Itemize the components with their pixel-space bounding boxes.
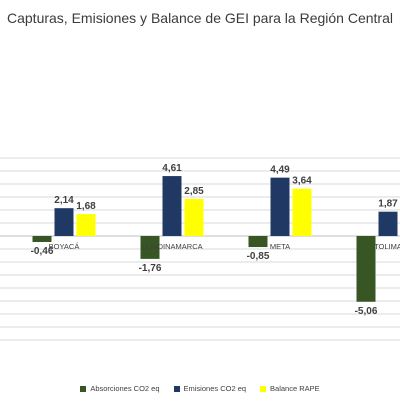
- legend: Absorciones CO2 eq Emisiones CO2 eq Bala…: [0, 384, 400, 393]
- bar: [140, 236, 160, 259]
- legend-swatch: [173, 385, 180, 392]
- data-labels: -0,46 -1,76 -0,85 -5,06 2,14 4,61 4,49 1,87 1,68…: [31, 163, 399, 317]
- legend-label: Balance RAPE: [270, 384, 320, 393]
- data-label: 3,64: [292, 176, 312, 187]
- data-label: -0,46: [31, 246, 54, 257]
- bar: [54, 208, 74, 236]
- category-label: CUNDINAMARCA: [141, 242, 202, 251]
- legend-item-absorciones: Absorciones CO2 eq: [80, 384, 160, 393]
- chart-title: Capturas, Emisiones y Balance de GEI par…: [7, 10, 393, 26]
- data-label: 2,85: [184, 186, 204, 197]
- category-label: META: [270, 242, 290, 251]
- data-label: 2,14: [54, 195, 74, 206]
- data-label: -0,85: [247, 251, 270, 262]
- bar: [270, 177, 290, 236]
- data-label: 4,49: [270, 165, 290, 176]
- category-labels: BOYACÁ CUNDINAMARCA META TOLIMA: [49, 242, 400, 251]
- legend-item-balance: Balance RAPE: [260, 384, 320, 393]
- legend-swatch: [80, 385, 87, 392]
- bar: [248, 236, 268, 248]
- bar: [378, 211, 398, 236]
- legend-item-emisiones: Emisiones CO2 eq: [173, 384, 247, 393]
- bar: [76, 214, 96, 236]
- data-label: -1,76: [139, 263, 162, 274]
- bar: [162, 176, 182, 236]
- legend-label: Emisiones CO2 eq: [183, 384, 247, 393]
- data-label: 1,87: [378, 199, 398, 210]
- data-label: 4,61: [162, 163, 182, 174]
- category-label: BOYACÁ: [49, 242, 80, 251]
- category-label: TOLIMA: [374, 242, 400, 251]
- bar: [292, 188, 312, 236]
- bar: [32, 236, 52, 242]
- data-label: -5,06: [355, 306, 378, 317]
- legend-label: Absorciones CO2 eq: [90, 384, 160, 393]
- bar: [184, 198, 204, 236]
- legend-swatch: [260, 385, 267, 392]
- bar: [356, 236, 376, 302]
- bars: [32, 176, 398, 302]
- data-label: 1,68: [76, 201, 96, 212]
